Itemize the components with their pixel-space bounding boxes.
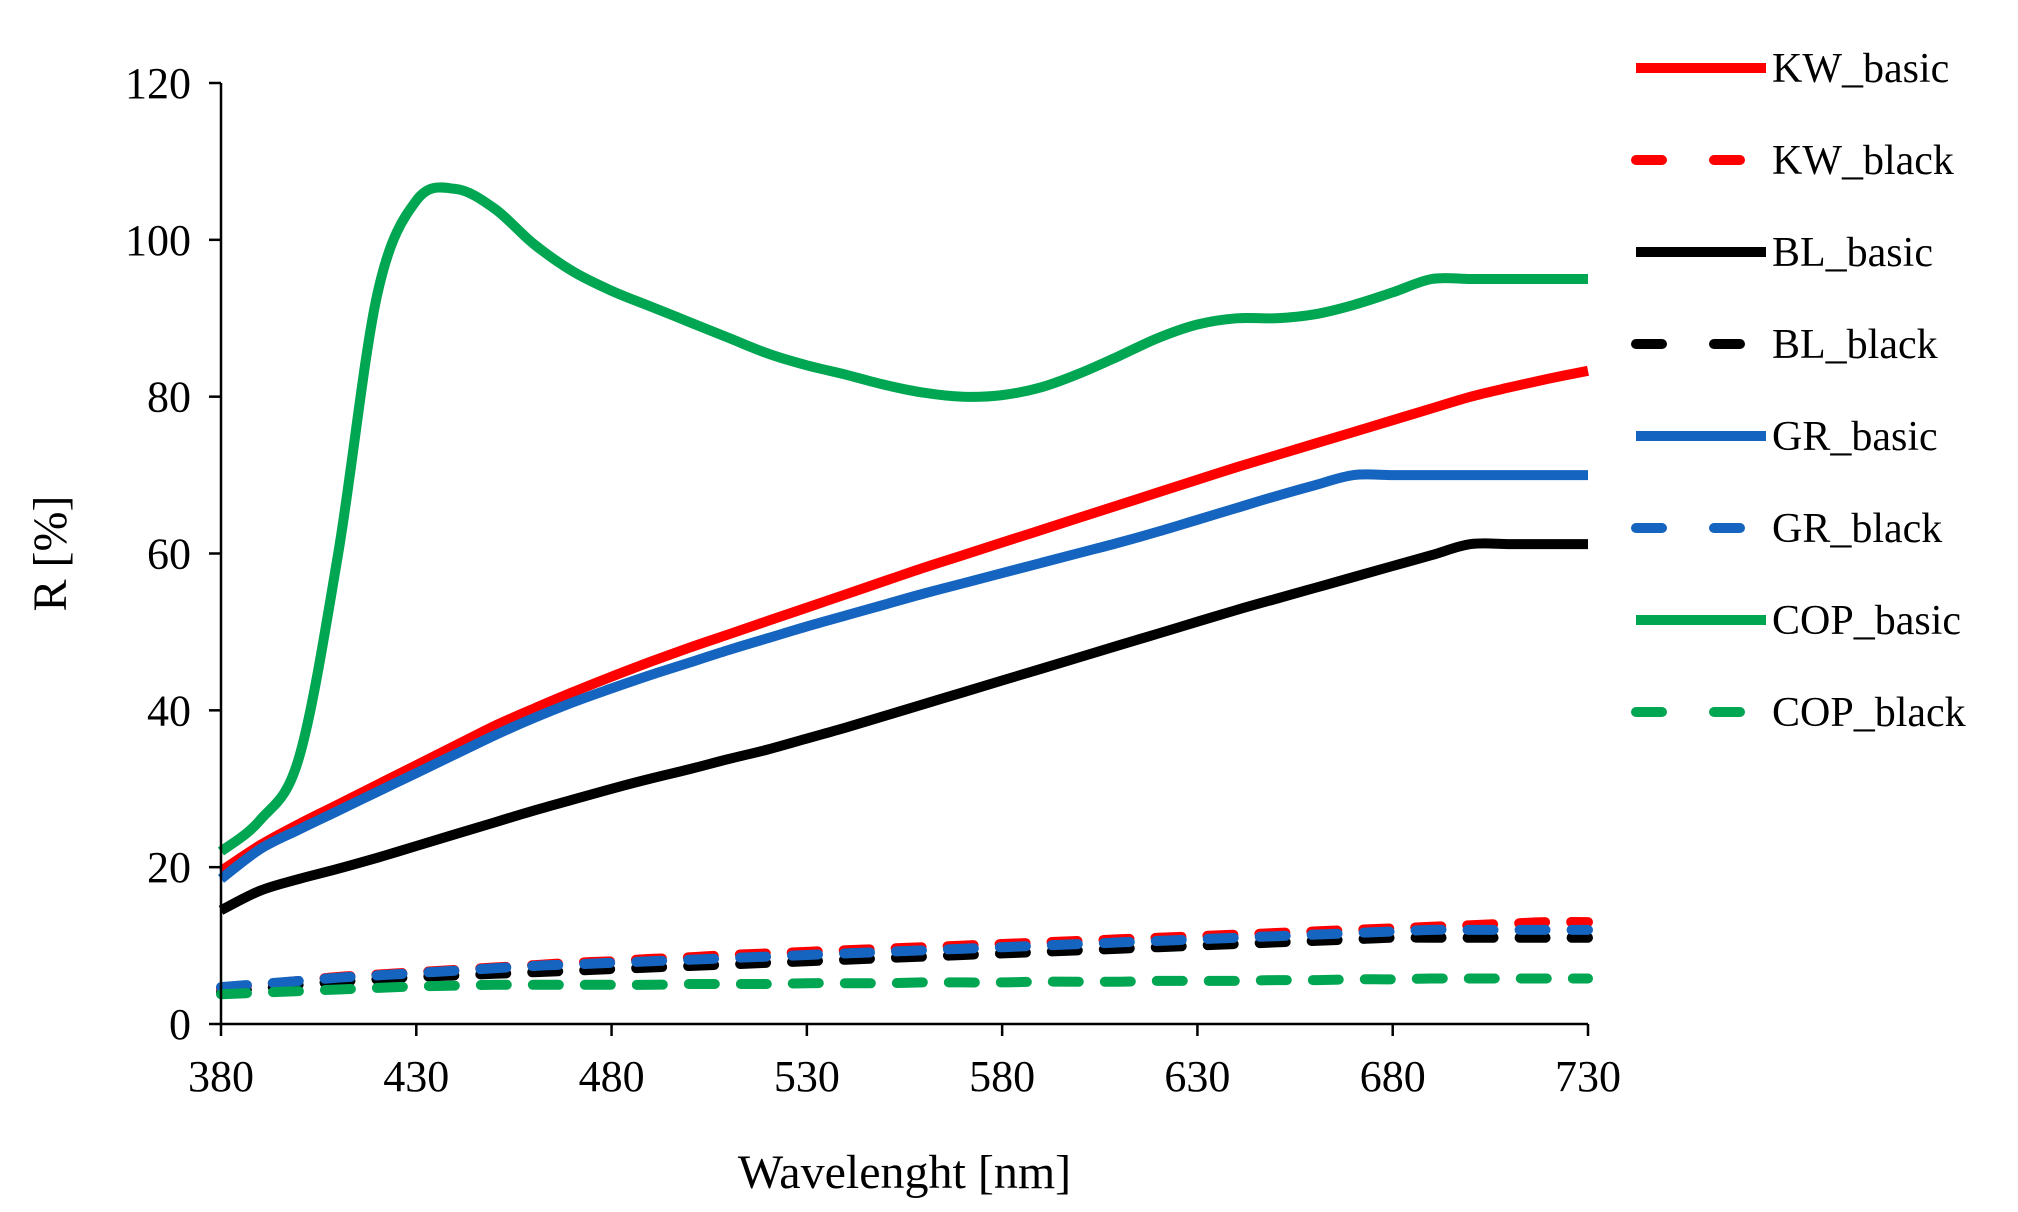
legend-label: KW_black [1772, 138, 1954, 184]
x-tick-label: 530 [774, 1052, 840, 1101]
plot-series [216, 182, 1593, 1000]
series-line-cop-basic [217, 182, 1588, 856]
legend-label: BL_black [1772, 322, 1938, 368]
legend-label: KW_basic [1772, 46, 1949, 92]
x-tick-label: 680 [1360, 1052, 1426, 1101]
series-line-gr-black [216, 924, 1593, 993]
y-tick-label: 100 [125, 216, 191, 265]
x-tick-label: 630 [1164, 1052, 1230, 1101]
legend-label: GR_black [1772, 506, 1942, 552]
legend-label: GR_basic [1772, 414, 1938, 460]
legend-label: BL_basic [1772, 230, 1933, 276]
y-tick-label: 60 [147, 530, 191, 579]
series-line-kw-basic [218, 365, 1589, 876]
series-line-cop-black [216, 973, 1593, 1000]
y-tick-label: 0 [169, 1000, 191, 1049]
legend-label: COP_black [1772, 690, 1966, 736]
y-axis-title: R [%] [24, 496, 77, 612]
legend: KW_basic KW_black BL_basic BL_black GR_basic… [1631, 46, 1966, 736]
x-tick-label: 380 [188, 1052, 254, 1101]
x-tick-label: 480 [579, 1052, 645, 1101]
y-tick-label: 20 [147, 843, 191, 892]
x-tick-label: 430 [383, 1052, 449, 1101]
x-tick-label: 730 [1555, 1052, 1621, 1101]
axes: 0 20 40 60 80 100 120 380 430 480 530 580 630 680 730 [125, 59, 1621, 1101]
legend-label: COP_basic [1772, 598, 1961, 644]
series-line-bl-basic [218, 538, 1588, 915]
y-tick-label: 40 [147, 686, 191, 735]
y-tick-label: 80 [147, 373, 191, 422]
x-ticks: 380 430 480 530 580 630 680 730 [188, 1024, 1621, 1101]
x-axis-title: Wavelenght [nm] [738, 1146, 1071, 1199]
y-ticks: 0 20 40 60 80 100 120 [125, 59, 221, 1049]
y-tick-label: 120 [125, 59, 191, 108]
series-line-gr-basic [217, 469, 1588, 883]
x-tick-label: 580 [969, 1052, 1035, 1101]
